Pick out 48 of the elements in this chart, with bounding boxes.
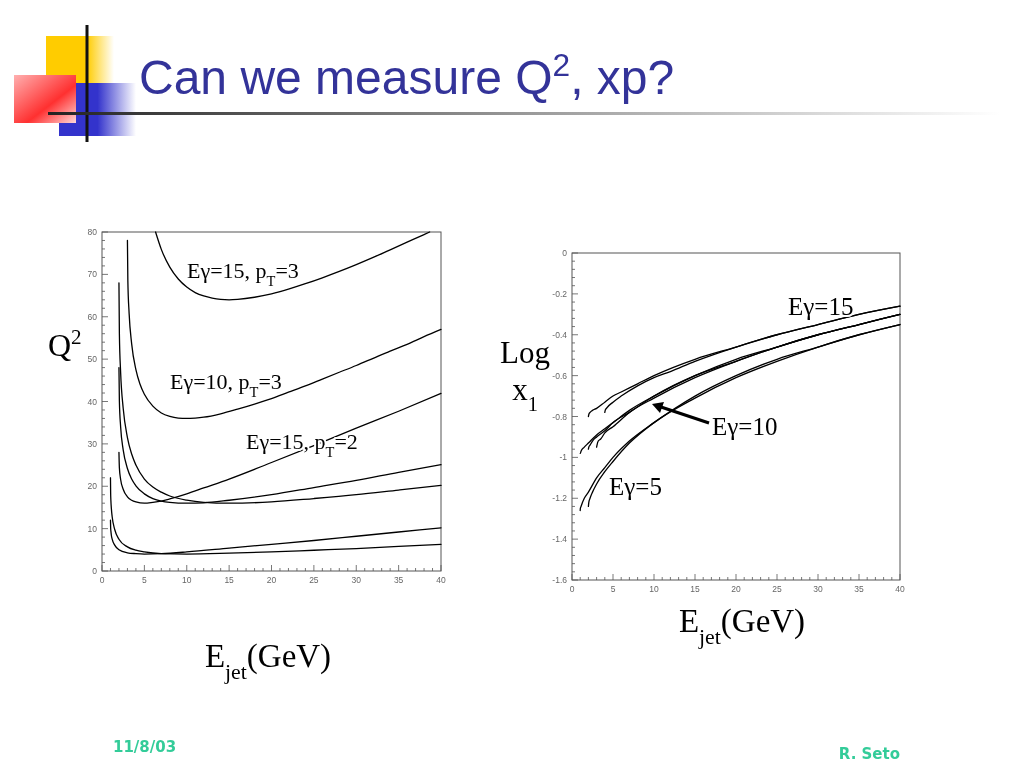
x-tick-label: 10	[649, 584, 659, 594]
x-tick-label: 0	[569, 584, 575, 594]
y-tick-label: 70	[87, 269, 98, 280]
x-tick-label: 40	[436, 575, 446, 585]
y-tick-label: 40	[87, 396, 98, 407]
x-tick-label: 25	[772, 584, 782, 594]
x-tick-label: 25	[309, 575, 319, 585]
x-tick-label: 35	[854, 584, 864, 594]
y-tick-label: -1.4	[552, 534, 568, 545]
x-tick-label: 15	[224, 575, 235, 585]
annotation: Eγ=15, p$_{T}$=3	[187, 258, 299, 289]
y-tick-label: 50	[87, 354, 98, 365]
x-tick-label: 5	[610, 584, 616, 594]
x-axis-title: E$_{jet}$(GeV)	[678, 603, 806, 649]
y-tick-label: -0.4	[552, 329, 568, 340]
x-tick-label: 10	[182, 575, 192, 585]
annotation: Eγ=10, p$_{T}$=3	[170, 369, 282, 400]
annotation: Eγ=15	[788, 293, 854, 320]
y-tick-label: -1.6	[552, 575, 568, 585]
y-tick-label: -0.8	[552, 411, 568, 422]
y-tick-label: -1	[559, 452, 568, 463]
chart-title: Can we measure Q$^{2}$, xp?	[139, 47, 675, 104]
y-tick-label: 0	[92, 566, 98, 576]
y-tick-label: 0	[562, 248, 568, 258]
x-tick-label: 30	[351, 575, 362, 585]
text: R. Seto	[838, 745, 900, 763]
text: 11/8/03	[113, 738, 177, 756]
y-axis-title: Log x$_{1}$	[500, 335, 550, 415]
x-tick-label: 35	[393, 575, 404, 585]
y-tick-label: -0.6	[552, 370, 568, 381]
y-tick-label: 20	[87, 481, 98, 492]
y-tick-label: 10	[87, 523, 98, 534]
y-tick-label: -0.2	[552, 288, 568, 299]
x-tick-label: 30	[813, 584, 823, 594]
annotation: Eγ=5	[609, 473, 662, 500]
x-tick-label: 40	[895, 584, 905, 594]
y-tick-label: 60	[87, 311, 98, 322]
x-tick-label: 0	[99, 575, 105, 585]
x-tick-label: 5	[142, 575, 148, 585]
x-tick-label: 15	[690, 584, 700, 594]
x-axis-title: E$_{jet}$(GeV)	[204, 638, 332, 684]
y-tick-label: 30	[87, 438, 98, 449]
x-tick-label: 20	[731, 584, 741, 594]
y-tick-label: -1.2	[552, 493, 568, 504]
annotation: Eγ=10	[712, 413, 778, 440]
y-axis-title: Q$^{2}$	[48, 325, 82, 363]
y-tick-label: 80	[87, 227, 98, 237]
x-tick-label: 20	[266, 575, 277, 585]
